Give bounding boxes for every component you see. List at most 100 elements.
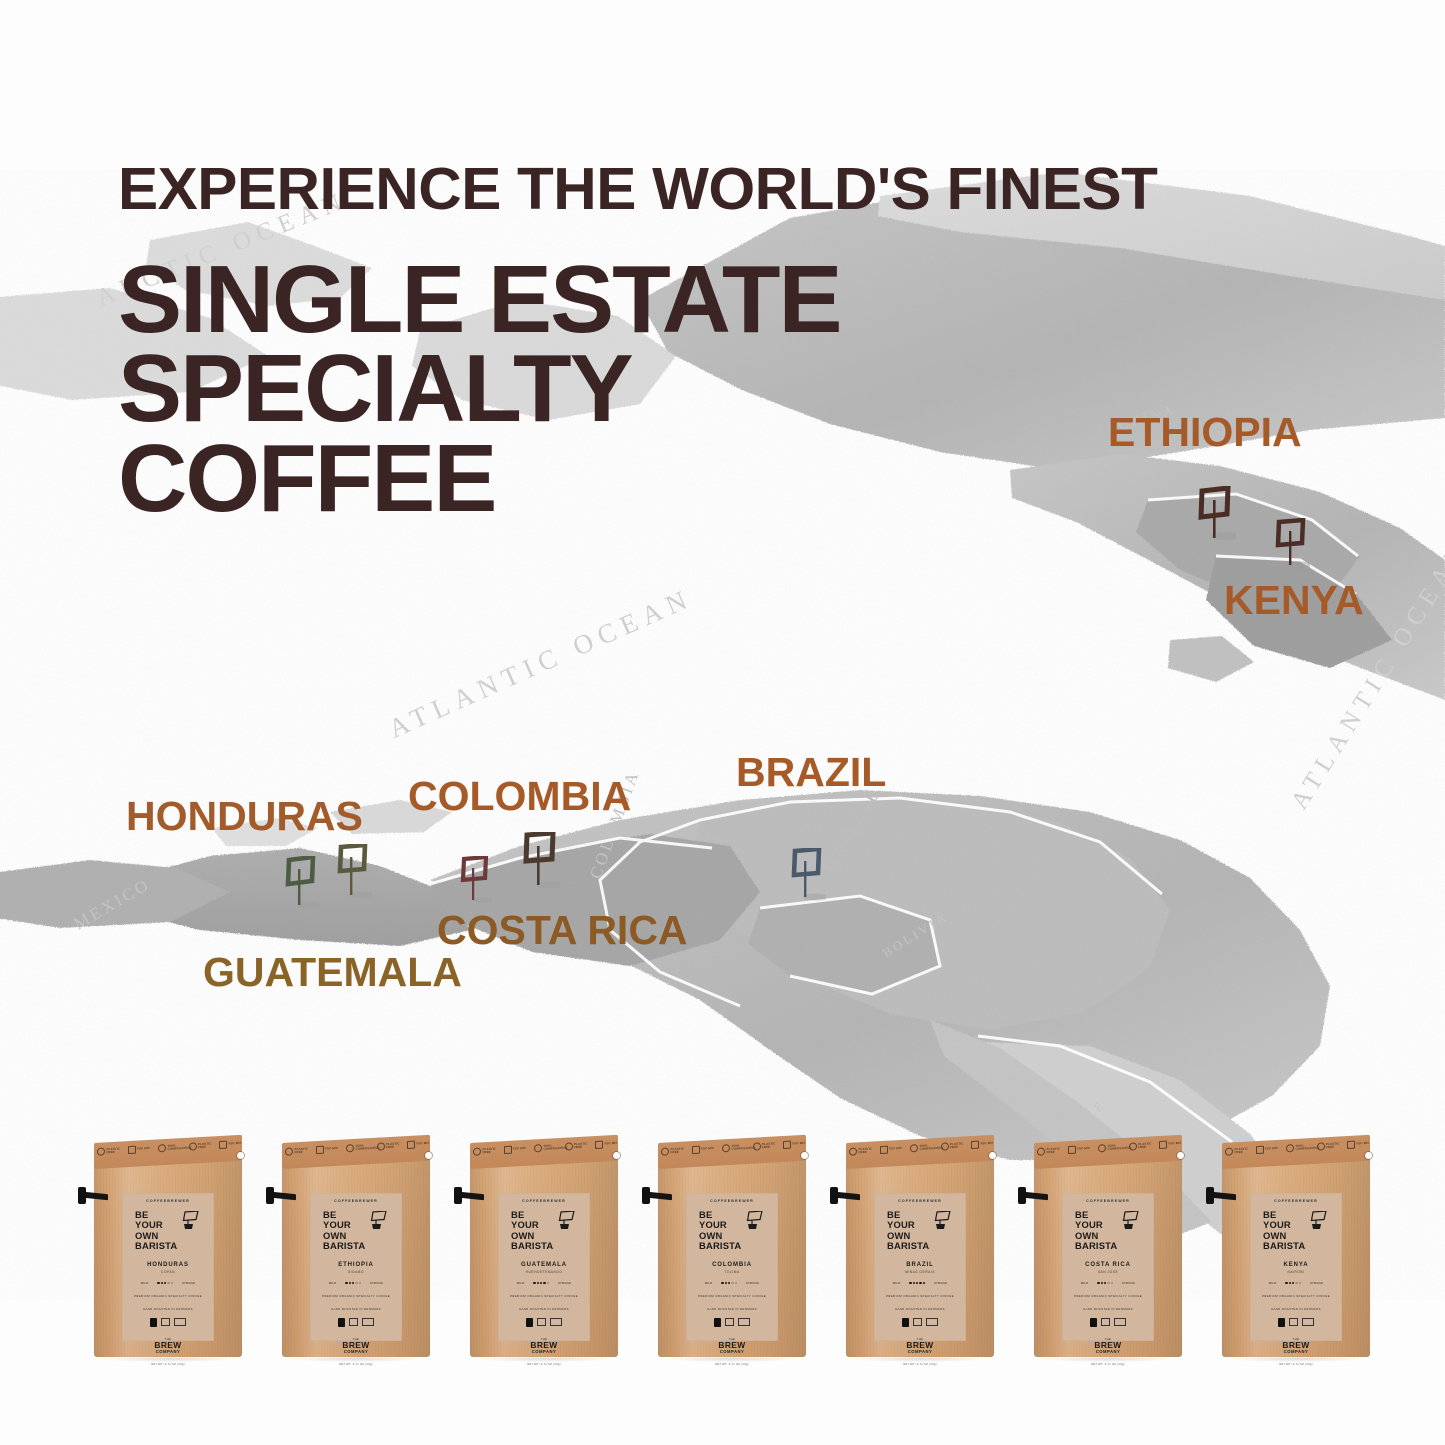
label-brand: COFFEEBREWER <box>146 1199 190 1203</box>
eco-badge-label: FSC MIX <box>325 1146 338 1151</box>
slogan-line-2: YOUR <box>887 1219 915 1231</box>
strength-dot <box>533 1282 536 1285</box>
eco-badge-icon <box>1316 1142 1325 1151</box>
label-brand: COFFEEBREWER <box>1274 1199 1318 1203</box>
compostable-icon <box>550 1318 562 1327</box>
pin-ethiopia[interactable] <box>1196 485 1242 547</box>
slogan-line-4: BARISTA <box>323 1240 366 1252</box>
eco-badge-label: 100% COMPOSTABLE <box>731 1143 756 1151</box>
footer-brew: BREW <box>342 1339 370 1350</box>
eco-badge-icon <box>1255 1145 1264 1155</box>
bag-front-label: COFFEEBREWER BE YOUR OWN BARISTA GUATEMA… <box>498 1193 590 1366</box>
strength-dot <box>734 1282 737 1285</box>
pin-brazil[interactable] <box>790 846 829 907</box>
eco-badge-icon <box>783 1140 791 1150</box>
strength-dot <box>721 1282 724 1285</box>
eco-badge-icon <box>910 1143 918 1153</box>
bag-shadow <box>478 1356 610 1362</box>
bag-shadow <box>290 1356 422 1362</box>
eco-badge-icon <box>1098 1143 1106 1153</box>
eco-badge-label: FSC MIX <box>889 1146 902 1151</box>
eco-badge: PLASTIC FREE <box>661 1146 688 1156</box>
label-origin: GUATEMALA <box>521 1261 567 1268</box>
strength-dot <box>352 1282 355 1285</box>
label-desc-1: PREMIUM ORGANIC SPECIALTY COFFEE <box>1073 1293 1143 1298</box>
coffee-bag-ethiopia[interactable]: PLASTIC FREE FSC MIX 100% COMPOSTABLE PLAST… <box>266 1134 442 1366</box>
scale-label-strong: STRONG <box>1122 1281 1136 1285</box>
label-region: TOLIMA <box>724 1269 740 1274</box>
scale-label-strong: STRONG <box>746 1281 760 1285</box>
coffee-bag-costa-rica[interactable]: PLASTIC FREE FSC MIX 100% COMPOSTABLE PLAST… <box>1018 1134 1194 1366</box>
strength-dots <box>157 1282 173 1285</box>
eco-badge-icon <box>407 1140 415 1150</box>
coffee-bag-guatemala[interactable]: PLASTIC FREE FSC MIX 100% COMPOSTABLE PLAST… <box>454 1134 630 1366</box>
label-slogan: BE YOUR OWN BARISTA <box>1062 1209 1154 1252</box>
eco-badge-label: PLASTIC FREE <box>1046 1146 1061 1155</box>
eco-badge: 100% COMPOSTABLE <box>158 1143 192 1153</box>
coffee-bag-honduras[interactable]: PLASTIC FREE FSC MIX 100% COMPOSTABLE PLAST… <box>78 1134 254 1366</box>
organic-icon <box>537 1318 546 1327</box>
pin-guatemala[interactable] <box>336 842 375 905</box>
label-region: SIDAMO <box>347 1269 364 1274</box>
pin-colombia[interactable] <box>522 830 564 895</box>
coffee-brewer-icon <box>370 1211 387 1229</box>
slogan-line-1: BE <box>1075 1209 1089 1220</box>
country-label-kenya: KENYA <box>1224 577 1364 623</box>
compostable-icon <box>738 1318 750 1327</box>
label-strength-scale: MILD STRONG <box>1269 1282 1324 1285</box>
label-strength-scale: MILD STRONG <box>1081 1282 1136 1285</box>
coffee-bag-brazil[interactable]: PLASTIC FREE FSC MIX 100% COMPOSTABLE PLAST… <box>830 1134 1006 1366</box>
bag-front-label: COFFEEBREWER BE YOUR OWN BARISTA HONDURA… <box>122 1193 214 1366</box>
label-certifications <box>1090 1317 1126 1327</box>
eco-badge-label: PLASTIC FREE <box>482 1146 497 1155</box>
strength-dot <box>919 1282 922 1285</box>
eco-badge: FSC MIX <box>1347 1140 1370 1150</box>
label-origin: COSTA RICA <box>1085 1261 1131 1268</box>
eco-badge: FSC MIX <box>407 1140 430 1150</box>
pin-honduras[interactable] <box>284 854 323 915</box>
label-desc-2: HAND ROASTED IN DENMARK <box>143 1306 193 1311</box>
organic-icon <box>349 1318 358 1327</box>
label-region: MINAS GERAIS <box>905 1269 935 1274</box>
pin-costa-rica[interactable] <box>460 854 494 909</box>
eco-badge-strip: PLASTIC FREE FSC MIX 100% COMPOSTABLE PLAST… <box>97 1138 242 1156</box>
eco-badge: FSC MIX <box>1159 1140 1182 1150</box>
eco-badge-icon <box>503 1145 512 1155</box>
bag-front-label: COFFEEBREWER BE YOUR OWN BARISTA ETHIOPI… <box>310 1193 402 1366</box>
eco-badge: 100% COMPOSTABLE <box>534 1143 568 1153</box>
eco-badge-strip: PLASTIC FREE FSC MIX 100% COMPOSTABLE PLAST… <box>473 1138 618 1156</box>
scale-label-strong: STRONG <box>1310 1281 1324 1285</box>
eco-badge-label: FSC MIX <box>604 1141 618 1146</box>
strength-dot <box>1285 1282 1288 1285</box>
bag-shadow <box>102 1356 234 1362</box>
label-footer: THE BREW COMPANY <box>342 1338 369 1355</box>
label-desc-2: HAND ROASTED IN DENMARK <box>519 1306 569 1311</box>
eco-badge-icon <box>849 1147 857 1156</box>
eco-badge-label: FSC MIX <box>1356 1141 1370 1146</box>
coffee-bag-kenya[interactable]: PLASTIC FREE FSC MIX 100% COMPOSTABLE PLAST… <box>1206 1134 1382 1366</box>
bag-spout <box>830 1187 860 1204</box>
eco-badge: 100% COMPOSTABLE <box>1098 1143 1132 1153</box>
label-desc-1: PREMIUM ORGANIC SPECIALTY COFFEE <box>321 1293 391 1298</box>
strength-dot <box>348 1282 351 1285</box>
label-slogan: BE YOUR OWN BARISTA <box>1250 1209 1342 1252</box>
label-origin: KENYA <box>1283 1261 1309 1268</box>
eco-badge: FSC MIX <box>219 1140 242 1150</box>
footer-company: COMPANY <box>343 1349 369 1355</box>
strength-dot <box>1097 1282 1100 1285</box>
label-region: NAIROBI <box>1287 1269 1305 1274</box>
eco-badge-icon <box>595 1140 603 1150</box>
label-certifications <box>1278 1317 1314 1327</box>
eco-badge-icon <box>1159 1140 1167 1150</box>
strength-dot <box>167 1282 170 1285</box>
slogan-line-2: YOUR <box>699 1219 727 1231</box>
coffee-bag-colombia[interactable]: PLASTIC FREE FSC MIX 100% COMPOSTABLE PLAST… <box>642 1134 818 1366</box>
label-desc-1: PREMIUM ORGANIC SPECIALTY COFFEE <box>885 1293 955 1298</box>
eco-badge-strip: PLASTIC FREE FSC MIX 100% COMPOSTABLE PLAST… <box>849 1138 994 1156</box>
pin-kenya[interactable] <box>1274 517 1315 575</box>
label-desc-2: HAND ROASTED IN DENMARK <box>1083 1306 1133 1311</box>
bag-spout <box>642 1187 672 1204</box>
strength-dot <box>170 1282 173 1285</box>
strength-dot <box>1292 1282 1295 1285</box>
